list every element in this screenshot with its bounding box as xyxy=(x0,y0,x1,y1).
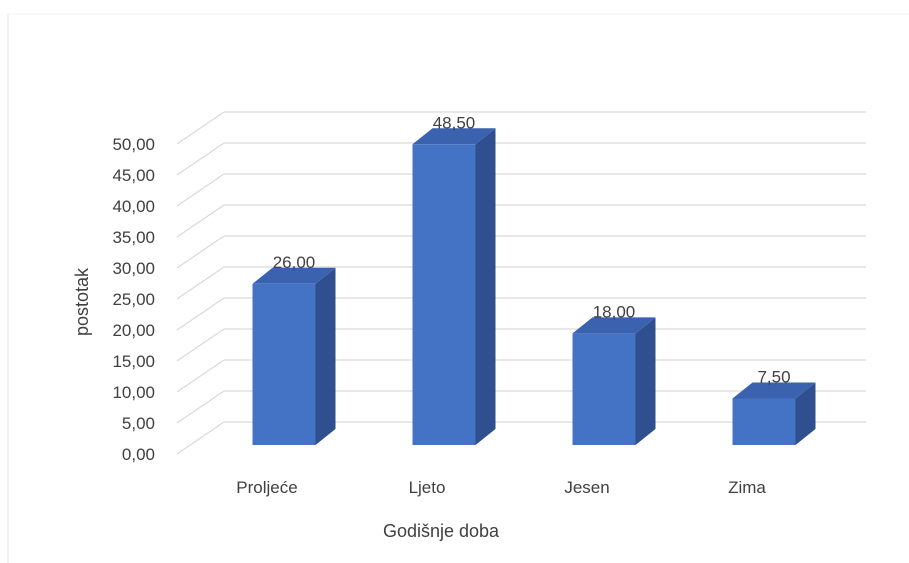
data-labels: 26,00 48,50 18,00 7,50 xyxy=(273,113,791,386)
gridline-side-0 xyxy=(176,421,225,455)
gridline-side-8 xyxy=(176,173,225,207)
frame-lines xyxy=(7,13,909,563)
y-tick-label-3: 15,00 xyxy=(112,352,155,371)
category-label-3: Zima xyxy=(728,478,766,497)
bar-top-1 xyxy=(412,128,496,145)
bar-front-0 xyxy=(252,283,316,445)
data-label-0: 26,00 xyxy=(273,253,316,272)
y-tick-label-1: 5,00 xyxy=(122,414,155,433)
data-label-1: 48,50 xyxy=(433,113,476,132)
gridline-side-5 xyxy=(176,266,225,300)
y-tick-label-8: 40,00 xyxy=(112,197,155,216)
bar-top-3 xyxy=(732,382,816,399)
x-axis-title: Godišnje doba xyxy=(383,521,500,541)
gridline-side-6 xyxy=(176,235,225,269)
category-labels: Proljeće Ljeto Jesen Zima xyxy=(236,478,766,497)
bars xyxy=(252,128,816,446)
y-axis-title: postotak xyxy=(72,267,92,336)
category-label-0: Proljeće xyxy=(236,478,297,497)
bar-top-2 xyxy=(572,317,656,334)
y-tick-label-7: 35,00 xyxy=(112,228,155,247)
y-tick-label-4: 20,00 xyxy=(112,321,155,340)
gridline-side-9 xyxy=(176,142,225,176)
gridline-side-2 xyxy=(176,359,225,393)
bar-side-3 xyxy=(795,382,816,445)
gridline-side-4 xyxy=(176,297,225,331)
bar-top-0 xyxy=(252,267,336,284)
category-label-2: Jesen xyxy=(564,478,609,497)
gridline-side-3 xyxy=(176,328,225,362)
bar-front-1 xyxy=(412,144,476,446)
bar-side-2 xyxy=(635,317,656,445)
y-tick-label-6: 30,00 xyxy=(112,259,155,278)
bar-side-0 xyxy=(315,267,336,445)
y-tick-label-0: 0,00 xyxy=(122,445,155,464)
y-tick-label-9: 45,00 xyxy=(112,166,155,185)
bar-side-1 xyxy=(475,128,496,446)
gridline-side-7 xyxy=(176,204,225,238)
bar-front-2 xyxy=(572,333,636,445)
y-tick-label-10: 50,00 xyxy=(112,135,155,154)
y-tick-label-5: 25,00 xyxy=(112,290,155,309)
data-label-2: 18,00 xyxy=(593,302,636,321)
y-tick-labels: 0,00 5,00 10,00 15,00 20,00 25,00 30,00 35,00 40… xyxy=(112,135,155,464)
gridline-side-1 xyxy=(176,390,225,424)
y-tick-label-2: 10,00 xyxy=(112,383,155,402)
data-label-3: 7,50 xyxy=(757,368,790,387)
gridline-side-10 xyxy=(176,111,225,145)
bar-front-3 xyxy=(732,398,796,445)
category-label-1: Ljeto xyxy=(409,478,446,497)
